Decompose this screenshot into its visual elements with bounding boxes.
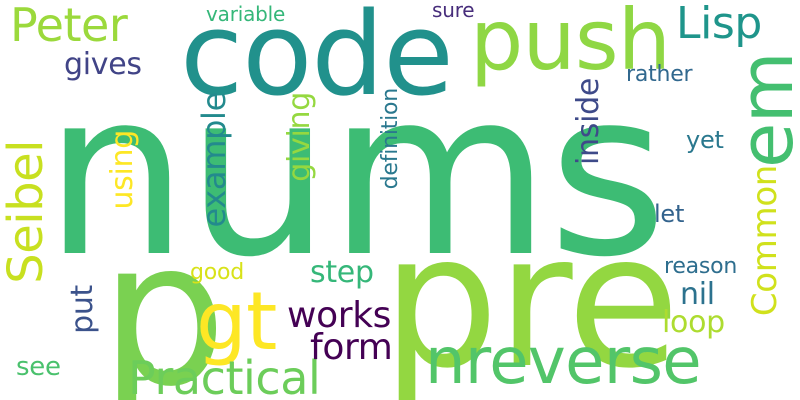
word-variable: variable bbox=[206, 2, 286, 26]
word-Peter: Peter bbox=[10, 0, 128, 52]
word-Practical: Practical bbox=[128, 351, 321, 400]
word-nreverse: nreverse bbox=[425, 325, 702, 399]
word-gt: gt bbox=[196, 275, 277, 368]
word-put: put bbox=[65, 285, 100, 334]
word-code: code bbox=[180, 0, 454, 122]
word-em: em bbox=[724, 52, 800, 169]
word-pre: pre bbox=[382, 195, 680, 400]
word-nil: nil bbox=[680, 277, 715, 312]
word-definition: definition bbox=[378, 88, 403, 190]
word-nums: nums bbox=[44, 41, 667, 307]
word-giving: giving bbox=[282, 92, 317, 182]
word-yet: yet bbox=[686, 126, 724, 154]
word-rather: rather bbox=[626, 62, 693, 87]
word-gives: gives bbox=[64, 47, 142, 82]
word-Lisp: Lisp bbox=[676, 0, 762, 49]
word-reason: reason bbox=[664, 254, 738, 279]
word-works: works bbox=[287, 295, 392, 336]
word-sure: sure bbox=[432, 0, 475, 22]
word-push: push bbox=[470, 0, 671, 89]
word-p: p bbox=[100, 198, 227, 400]
word-using: using bbox=[105, 130, 140, 210]
word-Seibel: Seibel bbox=[0, 140, 54, 284]
word-loop: loop bbox=[662, 305, 725, 340]
word-let: let bbox=[654, 200, 685, 228]
word-step: step bbox=[310, 255, 374, 290]
word-form: form bbox=[310, 327, 393, 368]
word-good: good bbox=[190, 260, 244, 285]
word-example: example bbox=[195, 92, 233, 228]
word-see: see bbox=[16, 352, 61, 382]
word-Common: Common bbox=[745, 165, 785, 317]
word-inside: inside bbox=[571, 78, 606, 166]
